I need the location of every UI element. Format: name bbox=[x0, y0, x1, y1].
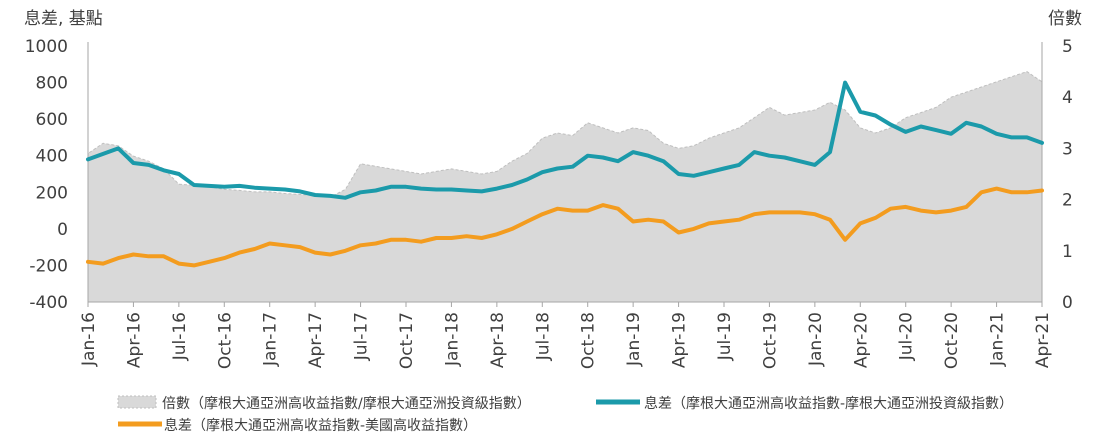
x-tick-label: Apr-21 bbox=[1033, 312, 1053, 368]
x-tick-label: Oct-16 bbox=[215, 312, 235, 369]
left-tick-label: 600 bbox=[36, 110, 68, 130]
legend: 倍數（摩根大通亞洲高收益指數/摩根大通亞洲投資級指數） 息差（摩根大通亞洲高收益… bbox=[117, 395, 1013, 434]
legend-item-ratio: 倍數（摩根大通亞洲高收益指數/摩根大通亞洲投資級指數） bbox=[117, 395, 531, 412]
left-tick-label: 800 bbox=[36, 74, 68, 94]
left-tick-label: 400 bbox=[36, 147, 68, 167]
left-axis-title: 息差, 基點 bbox=[24, 9, 103, 29]
legend-item-asia-us: 息差（摩根大通亞洲高收益指數-美國高收益指數） bbox=[118, 417, 477, 434]
x-tick-label: Apr-17 bbox=[306, 312, 326, 368]
x-tick-label: Oct-20 bbox=[942, 312, 962, 369]
left-tick-label: 0 bbox=[57, 220, 68, 240]
ratio-area bbox=[87, 71, 1043, 303]
x-tick-label: Jan-21 bbox=[988, 312, 1008, 367]
right-tick-label: 0 bbox=[1062, 293, 1073, 313]
right-axis-ticks: 5 4 3 2 1 0 bbox=[1062, 37, 1073, 313]
x-tick-label: Jul-18 bbox=[533, 312, 553, 361]
asia-us-spread-line bbox=[86, 186, 1044, 268]
left-axis-ticks: 1000 800 600 400 200 0 -200 -400 bbox=[25, 37, 68, 313]
right-tick-label: 4 bbox=[1062, 88, 1073, 108]
left-tick-label: -200 bbox=[29, 256, 68, 276]
axis-lines bbox=[87, 42, 1043, 307]
x-tick-label: Jul-19 bbox=[715, 312, 735, 361]
x-tick-label: Jul-17 bbox=[352, 312, 372, 361]
right-tick-label: 1 bbox=[1062, 242, 1073, 262]
x-tick-label: Oct-17 bbox=[397, 312, 417, 369]
legend-swatch-ratio bbox=[117, 395, 157, 409]
x-tick-label: Jul-20 bbox=[897, 312, 917, 361]
x-tick-label: Jan-20 bbox=[806, 312, 826, 367]
x-tick-label: Apr-16 bbox=[124, 312, 144, 368]
spread-lines-layer bbox=[86, 80, 1044, 268]
left-tick-label: 200 bbox=[36, 183, 68, 203]
legend-label-asia-us: 息差（摩根大通亞洲高收益指數-美國高收益指數） bbox=[164, 417, 477, 434]
left-tick-label: -400 bbox=[29, 293, 68, 313]
x-tick-label: Jan-18 bbox=[442, 312, 462, 367]
x-tick-label: Apr-18 bbox=[488, 312, 508, 368]
x-tick-label: Jan-16 bbox=[79, 312, 99, 367]
right-tick-label: 3 bbox=[1062, 139, 1073, 159]
hy-ig-spread-line bbox=[86, 80, 1044, 200]
x-tick-label: Apr-20 bbox=[851, 312, 871, 368]
right-axis-title: 倍數 bbox=[1048, 9, 1082, 29]
x-axis-ticks: Jan-16 Apr-16 Jul-16 Oct-16 Jan-17 Apr-17 Jul-… bbox=[79, 312, 1053, 369]
legend-item-hy-ig: 息差（摩根大通亞洲高收益指數-摩根大通亞洲投資級指數） bbox=[596, 395, 1013, 412]
legend-label-hy-ig: 息差（摩根大通亞洲高收益指數-摩根大通亞洲投資級指數） bbox=[644, 395, 1013, 412]
legend-label-ratio: 倍數（摩根大通亞洲高收益指數/摩根大通亞洲投資級指數） bbox=[162, 395, 531, 412]
right-tick-label: 5 bbox=[1062, 37, 1073, 57]
x-tick-label: Oct-18 bbox=[579, 312, 599, 369]
left-tick-label: 1000 bbox=[25, 37, 68, 57]
x-tick-label: Jan-19 bbox=[624, 312, 644, 367]
x-tick-label: Apr-19 bbox=[670, 312, 690, 368]
x-tick-label: Jan-17 bbox=[261, 312, 281, 367]
ratio-area-layer bbox=[87, 71, 1043, 303]
x-tick-label: Oct-19 bbox=[760, 312, 780, 369]
x-tick-label: Jul-16 bbox=[170, 312, 190, 361]
right-tick-label: 2 bbox=[1062, 191, 1073, 211]
